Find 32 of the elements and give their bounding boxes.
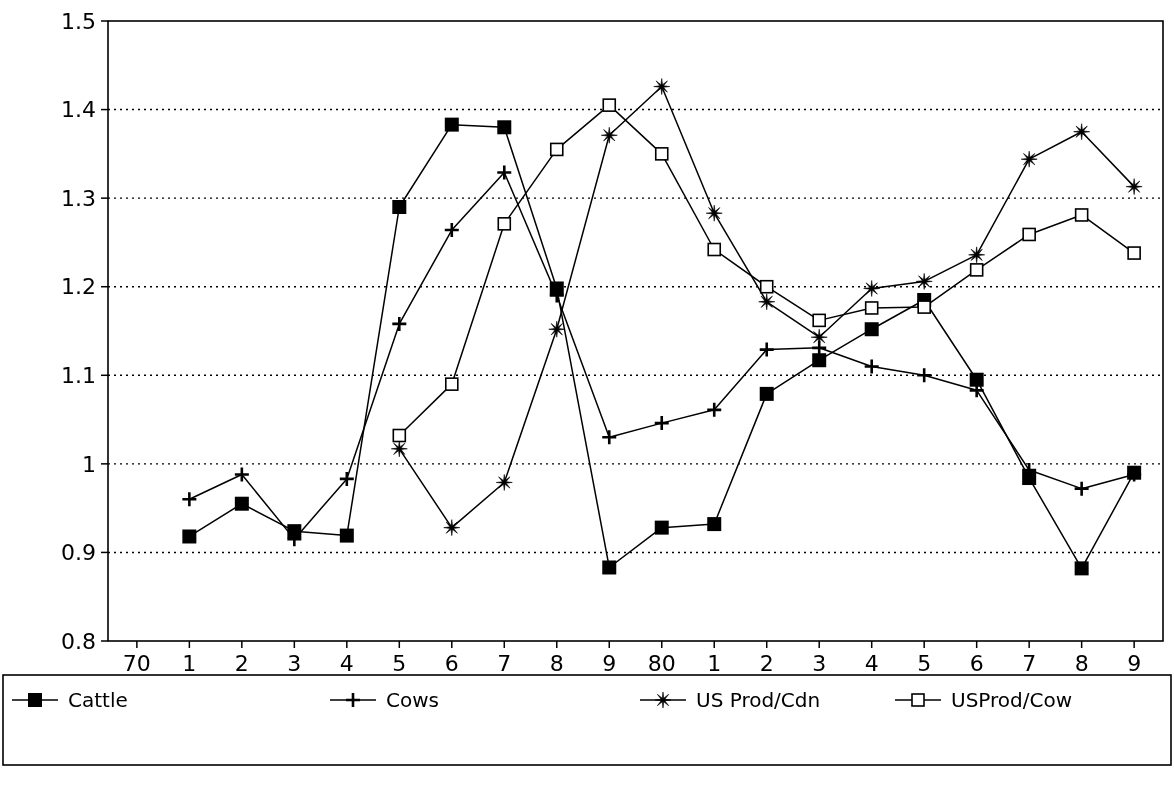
legend-label: Cattle (68, 688, 128, 712)
x-tick-label: 7 (497, 651, 512, 676)
legend-label: USProd/Cow (951, 688, 1073, 712)
x-tick-label: 2 (759, 651, 774, 676)
x-tick-label: 5 (917, 651, 932, 676)
x-tick-label: 8 (549, 651, 564, 676)
y-tick-label: 1.4 (61, 97, 96, 123)
x-tick-label: 4 (339, 651, 354, 676)
x-tick-label: 1 (707, 651, 722, 676)
x-tick-label: 70 (122, 651, 151, 676)
x-tick-label: 6 (444, 651, 459, 676)
y-tick-label: 0.8 (61, 628, 96, 654)
y-tick-label: 1.5 (61, 8, 96, 34)
x-tick-label: 6 (969, 651, 984, 676)
x-tick-label: 9 (602, 651, 617, 676)
y-tick-label: 1.2 (61, 274, 96, 300)
x-tick-label: 3 (287, 651, 302, 676)
y-tick-label: 1.1 (61, 362, 96, 388)
y-tick-label: 0.9 (61, 540, 96, 566)
x-tick-label: 8 (1074, 651, 1089, 676)
y-tick-label: 1.3 (61, 185, 96, 211)
legend-label: Cows (386, 688, 439, 712)
x-tick-label: 4 (864, 651, 879, 676)
x-tick-label: 1 (182, 651, 197, 676)
x-tick-label: 9 (1127, 651, 1142, 676)
x-tick-label: 7 (1022, 651, 1037, 676)
y-tick-label: 1 (82, 451, 96, 477)
legend-label: US Prod/Cdn (696, 688, 821, 712)
x-tick-label: 3 (812, 651, 827, 676)
x-tick-label: 80 (647, 651, 676, 676)
x-tick-label: 5 (392, 651, 407, 676)
x-tick-label: 2 (234, 651, 249, 676)
